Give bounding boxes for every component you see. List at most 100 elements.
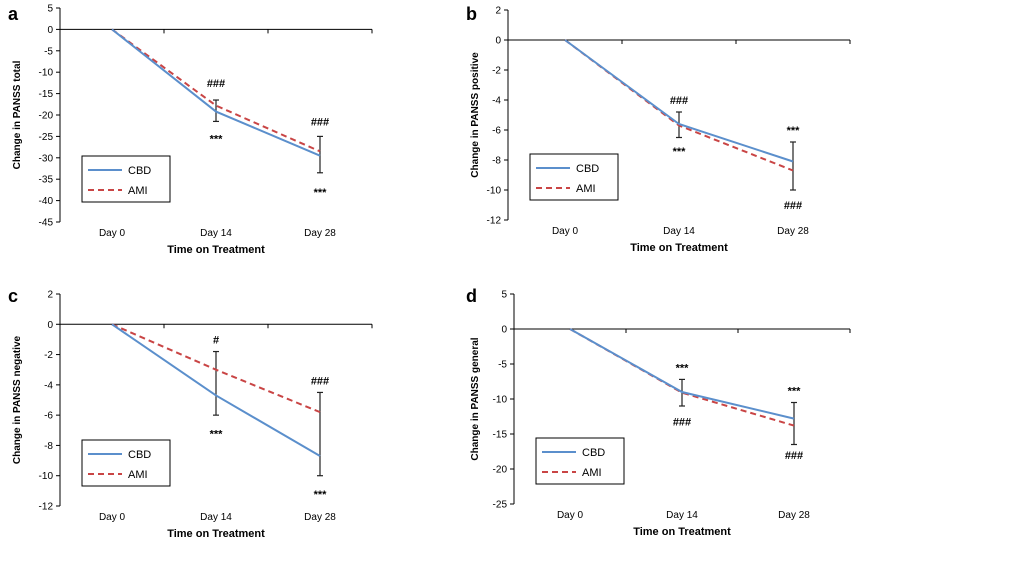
significance-marker: *** bbox=[676, 363, 690, 375]
panel-letter: c bbox=[8, 286, 18, 306]
error-bar bbox=[213, 350, 219, 416]
x-tick-label: Day 14 bbox=[666, 510, 698, 521]
y-tick-label: -4 bbox=[492, 96, 501, 107]
legend-label: CBD bbox=[128, 165, 151, 177]
significance-marker: *** bbox=[673, 146, 687, 158]
legend: CBD AMI bbox=[81, 439, 171, 487]
series-line-ami bbox=[111, 323, 321, 414]
y-tick-label: -10 bbox=[493, 395, 508, 406]
y-tick-label: 0 bbox=[501, 325, 507, 336]
y-tick-label: -2 bbox=[492, 66, 501, 77]
panel-d: d 5 0 -5 -10 -15 -20 -25 Day 0 Day 14 Day 28 Time o… bbox=[458, 282, 958, 562]
legend-label: AMI bbox=[576, 183, 596, 195]
series-line-cbd bbox=[111, 323, 321, 457]
x-tick-label: Day 0 bbox=[99, 512, 126, 523]
y-tick-label: -6 bbox=[492, 126, 501, 137]
chart-a: a 5 0 -5 -10 -15 -20 -25 -30 -35 -40 -45 Day 0 Day 14… bbox=[8, 4, 373, 256]
y-tick-label: 0 bbox=[47, 25, 53, 36]
y-tick-label: -25 bbox=[493, 500, 508, 511]
y-tick-label: -12 bbox=[487, 216, 502, 227]
y-tick-label: -40 bbox=[39, 196, 54, 207]
y-tick-label: -8 bbox=[44, 441, 53, 452]
significance-marker: *** bbox=[788, 386, 802, 398]
y-tick-label: 0 bbox=[47, 320, 53, 331]
series-line-cbd bbox=[569, 328, 795, 420]
panel-b: b 2 0 -2 -4 -6 -8 -10 -12 Day 0 Day 14 Day 28 Time o… bbox=[458, 0, 958, 270]
x-tick-label: Day 28 bbox=[777, 226, 809, 237]
series-line-ami bbox=[564, 39, 794, 172]
error-bar bbox=[791, 401, 797, 446]
y-tick-label: -15 bbox=[39, 89, 54, 100]
y-tick-label: -6 bbox=[44, 411, 53, 422]
y-tick-label: -45 bbox=[39, 218, 54, 229]
legend-label: AMI bbox=[582, 467, 602, 479]
legend-label: CBD bbox=[582, 447, 605, 459]
significance-marker: ### bbox=[673, 416, 691, 428]
significance-marker: ### bbox=[311, 116, 329, 128]
y-tick-label: 2 bbox=[47, 290, 53, 301]
x-tick-label: Day 0 bbox=[99, 228, 126, 239]
y-tick-label: 5 bbox=[47, 4, 53, 15]
y-tick-label: -10 bbox=[39, 68, 54, 79]
series-line-ami bbox=[111, 28, 321, 153]
y-axis-title: Change in PANSS positive bbox=[470, 52, 481, 178]
x-tick-label: Day 14 bbox=[663, 226, 695, 237]
legend-label: AMI bbox=[128, 469, 148, 481]
significance-marker: ### bbox=[670, 95, 688, 107]
y-tick-label: 0 bbox=[495, 36, 501, 47]
y-tick-label: -15 bbox=[493, 430, 508, 441]
panel-a: a 5 0 -5 -10 -15 -20 -25 -30 -35 -40 -45 Day 0 Day 14… bbox=[0, 0, 500, 270]
series-line-cbd bbox=[111, 28, 321, 157]
x-tick-label: Day 0 bbox=[557, 510, 584, 521]
error-bar bbox=[790, 141, 796, 191]
x-tick-label: Day 28 bbox=[778, 510, 810, 521]
y-tick-label: -25 bbox=[39, 132, 54, 143]
legend-label: CBD bbox=[128, 449, 151, 461]
y-tick-label: -10 bbox=[487, 186, 502, 197]
y-tick-label: -35 bbox=[39, 175, 54, 186]
y-tick-label: -5 bbox=[498, 360, 507, 371]
x-tick-label: Day 28 bbox=[304, 228, 336, 239]
y-tick-label: -2 bbox=[44, 350, 53, 361]
x-axis-title: Time on Treatment bbox=[633, 526, 731, 538]
panel-letter: a bbox=[8, 4, 19, 24]
chart-d: d 5 0 -5 -10 -15 -20 -25 Day 0 Day 14 Day 28 Time o… bbox=[466, 286, 851, 538]
legend-label: CBD bbox=[576, 163, 599, 175]
significance-marker: ### bbox=[784, 200, 802, 212]
y-tick-label: -10 bbox=[39, 471, 54, 482]
significance-marker: *** bbox=[787, 125, 801, 137]
significance-marker: ### bbox=[311, 375, 329, 387]
significance-marker: *** bbox=[210, 428, 224, 440]
significance-marker: # bbox=[213, 334, 219, 346]
series-line-cbd bbox=[564, 39, 794, 163]
y-tick-label: -5 bbox=[44, 46, 53, 57]
panel-letter: d bbox=[466, 286, 477, 306]
significance-marker: *** bbox=[314, 187, 328, 199]
legend-label: AMI bbox=[128, 185, 148, 197]
panel-c: c 2 0 -2 -4 -6 -8 -10 -12 Day 0 Day 14 Day 28 Time o… bbox=[0, 282, 500, 562]
y-tick-label: 2 bbox=[495, 6, 501, 17]
y-axis-title: Change in PANSS total bbox=[12, 60, 23, 169]
significance-marker: ### bbox=[207, 78, 225, 90]
y-axis-title: Change in PANSS negative bbox=[12, 335, 23, 464]
x-axis-title: Time on Treatment bbox=[630, 242, 728, 254]
x-tick-label: Day 14 bbox=[200, 512, 232, 523]
legend: CBD AMI bbox=[81, 155, 171, 203]
y-tick-label: -20 bbox=[39, 111, 54, 122]
y-tick-label: -30 bbox=[39, 153, 54, 164]
error-bar bbox=[317, 391, 323, 477]
y-tick-label: -8 bbox=[492, 156, 501, 167]
chart-c: c 2 0 -2 -4 -6 -8 -10 -12 Day 0 Day 14 Day 28 Time o… bbox=[8, 286, 373, 540]
x-tick-label: Day 0 bbox=[552, 226, 579, 237]
x-axis-title: Time on Treatment bbox=[167, 244, 265, 256]
legend: CBD AMI bbox=[535, 437, 625, 485]
y-tick-label: -20 bbox=[493, 465, 508, 476]
significance-marker: ### bbox=[785, 450, 803, 462]
y-tick-label: -12 bbox=[39, 502, 54, 513]
panel-letter: b bbox=[466, 4, 477, 24]
x-tick-label: Day 28 bbox=[304, 512, 336, 523]
significance-marker: *** bbox=[210, 134, 224, 146]
legend: CBD AMI bbox=[529, 153, 619, 201]
y-axis-title: Change in PANSS general bbox=[470, 337, 481, 460]
y-tick-label: -4 bbox=[44, 380, 53, 391]
